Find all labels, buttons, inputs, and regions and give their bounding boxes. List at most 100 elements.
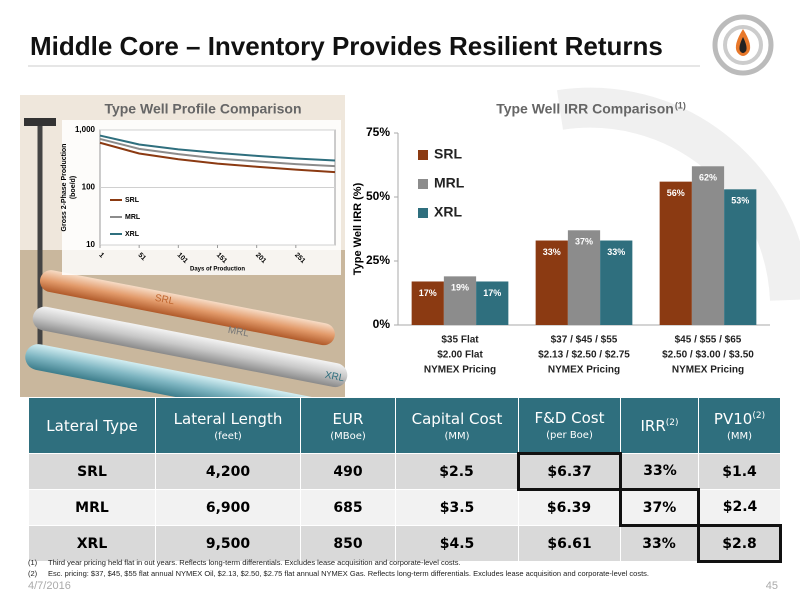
chart-title: Type Well Profile Comparison — [104, 101, 301, 117]
table-cell: $2.5 — [395, 453, 519, 490]
bar — [659, 181, 692, 325]
table-cell: 4,200 — [155, 453, 301, 490]
table-cell: SRL — [28, 453, 156, 490]
legend-label: MRL — [434, 175, 465, 191]
footnote-text: Esc. pricing: $37, $45, $55 flat annual … — [48, 569, 650, 578]
table-cell: 9,500 — [155, 525, 301, 562]
legend-label: XRL — [125, 231, 140, 238]
bar-value-label: 17% — [419, 288, 437, 298]
pipe-label: MRL — [227, 325, 250, 340]
y-tick-label: 10 — [86, 240, 95, 249]
table-cell: $1.4 — [698, 453, 781, 490]
table-cell: $6.61 — [518, 525, 621, 562]
y-tick-label: 50% — [366, 189, 390, 203]
table-cell: 33% — [620, 525, 699, 562]
footnote-marker: (2) — [28, 569, 38, 578]
table-cell: $2.4 — [698, 489, 781, 526]
header-label: Lateral Length — [173, 409, 283, 428]
header-note: (2) — [665, 417, 679, 428]
bar — [535, 240, 568, 325]
header-cell: IRR(2) — [620, 397, 699, 454]
bar-value-label: 17% — [483, 288, 501, 298]
legend-label: XRL — [434, 204, 462, 220]
page-number: 45 — [765, 580, 778, 592]
table-cell: $4.5 — [395, 525, 519, 562]
header-label: EUR — [332, 409, 364, 428]
x-tick-label: NYMEX Pricing — [672, 365, 744, 376]
table-cell: 850 — [300, 525, 396, 562]
legend-label: MRL — [125, 214, 141, 221]
pipe-label: SRL — [154, 293, 176, 308]
bar-value-label: 33% — [543, 247, 561, 257]
y-tick-label: 75% — [366, 125, 390, 139]
x-tick-label: $37 / $45 / $55 — [551, 335, 618, 346]
table-cell: 37% — [619, 488, 700, 527]
x-tick-label: NYMEX Pricing — [548, 365, 620, 376]
table-row: SRL 4,200 490 $2.5 $6.37 33% $1.4 — [28, 452, 781, 491]
header-label: F&D Cost — [534, 409, 605, 427]
summary-table: Lateral Type Lateral Length (feet) EUR (MB… — [28, 397, 782, 563]
header-unit: (per Boe) — [546, 430, 593, 441]
footnote: (1) Third year pricing held flat in out y… — [28, 558, 461, 567]
bar-value-label: 56% — [667, 188, 685, 198]
bar — [724, 189, 757, 325]
header-cell: EUR (MBoe) — [300, 397, 396, 454]
table-cell: $6.37 — [517, 452, 622, 491]
x-tick-label: $2.50 / $3.00 / $3.50 — [662, 350, 754, 361]
header-label: Capital Cost — [411, 409, 503, 428]
header-unit: (MM) — [726, 430, 753, 442]
table-row: XRL 9,500 850 $4.5 $6.61 33% $2.8 — [28, 524, 782, 563]
header-cell: PV10(2) (MM) — [698, 397, 781, 454]
legend-label: SRL — [125, 197, 140, 204]
bar-value-label: 33% — [607, 247, 625, 257]
series-line — [99, 134, 336, 162]
x-axis-label: Days of Production — [190, 267, 245, 273]
footer-date: 4/7/2016 — [28, 580, 71, 592]
legend-swatch — [418, 208, 428, 218]
header-cell: F&D Cost (per Boe) — [518, 397, 621, 454]
y-tick-label: 1,000 — [75, 125, 96, 134]
y-axis-label: Gross 2-Phase Production — [61, 144, 68, 232]
x-tick-label: 51 — [136, 252, 147, 263]
bar-value-label: 62% — [699, 173, 717, 183]
x-tick-label: $2.00 Flat — [437, 350, 483, 361]
legend-label: SRL — [434, 146, 462, 162]
bar — [567, 230, 601, 325]
pipe-label: XRL — [324, 370, 346, 385]
footnote-text: Third year pricing held flat in out year… — [48, 558, 461, 567]
bar-value-label: 19% — [451, 283, 469, 293]
header-unit: (MM) — [444, 430, 470, 442]
y-tick-label: 100 — [82, 183, 96, 192]
bar — [691, 166, 725, 325]
slide-title: Middle Core – Inventory Provides Resilie… — [30, 31, 663, 61]
x-tick-label: $2.13 / $2.50 / $2.75 — [538, 350, 630, 361]
y-axis-label: (boe/d) — [70, 176, 77, 199]
table-cell: 490 — [300, 453, 396, 490]
table-cell: 33% — [620, 453, 699, 490]
footnote: (2) Esc. pricing: $37, $45, $55 flat annu… — [28, 569, 649, 578]
table-cell: $2.8 — [697, 524, 782, 563]
y-tick-label: 25% — [366, 253, 390, 267]
footnote-marker: (1) — [28, 558, 38, 567]
header-cell: Lateral Length (feet) — [155, 397, 301, 454]
x-tick-label: NYMEX Pricing — [424, 365, 496, 376]
bar-value-label: 37% — [575, 237, 593, 247]
header-unit: (MBoe) — [330, 430, 366, 442]
header-label: Lateral Type — [46, 416, 138, 435]
table-cell: XRL — [28, 525, 156, 562]
y-tick-label: 0% — [373, 317, 391, 331]
bar — [443, 276, 477, 325]
table-cell: $3.5 — [395, 489, 519, 526]
x-tick-label: $45 / $55 / $65 — [675, 335, 742, 346]
bar — [476, 281, 509, 325]
bar-value-label: 53% — [731, 196, 749, 206]
header-label: PV10 — [713, 409, 753, 428]
table-row: MRL 6,900 685 $3.5 $6.39 37% $2.4 — [28, 488, 781, 527]
x-tick-label: $35 Flat — [441, 335, 479, 346]
bar — [411, 281, 444, 325]
y-axis-label: Type Well IRR (%) — [352, 182, 364, 275]
table-body: SRL 4,200 490 $2.5 $6.37 33% $1.4 MRL 6,900 685 $3… — [28, 452, 782, 563]
chart-title-note: (1) — [675, 100, 686, 110]
legend-swatch — [418, 179, 428, 189]
